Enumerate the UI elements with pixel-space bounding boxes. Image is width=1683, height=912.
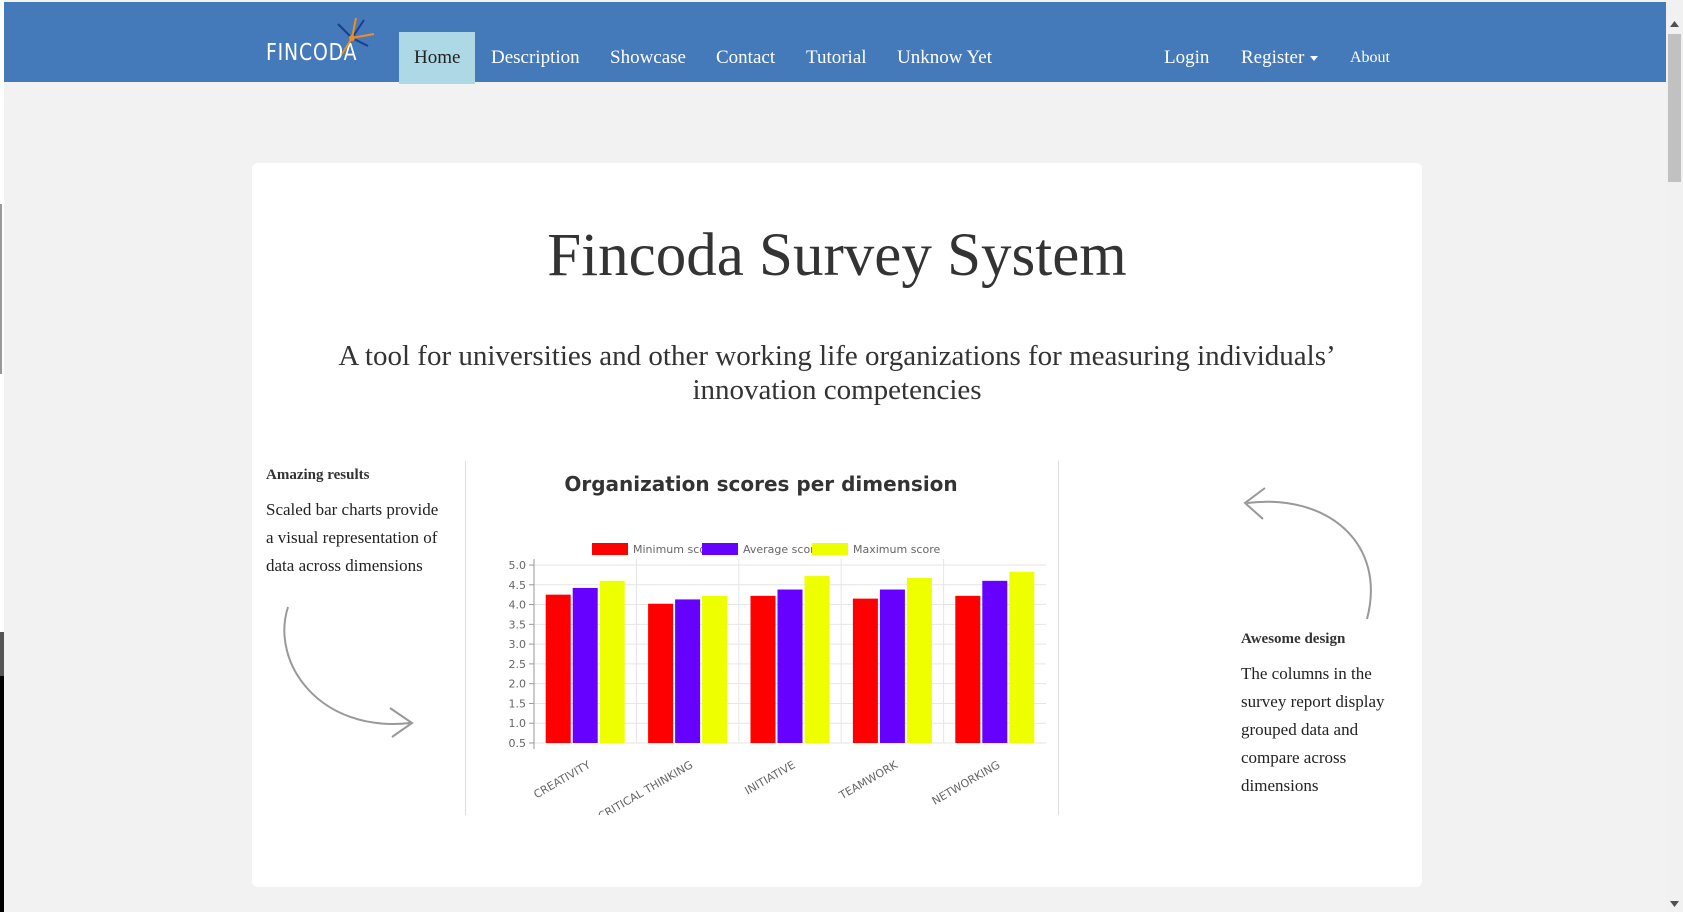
feature-heading: Awesome design	[1241, 631, 1346, 647]
bar	[702, 595, 728, 743]
scores-chart: Organization scores per dimension Minimum…	[465, 461, 1059, 823]
feature-text-line: Scaled bar charts provide	[266, 500, 439, 519]
feature-text: The columns in the survey report display…	[1241, 660, 1391, 800]
y-tick-label: 3.0	[509, 638, 527, 651]
x-tick-label: TEAMWORK	[836, 758, 900, 803]
y-tick-label: 2.0	[509, 678, 527, 691]
feature-heading: Amazing results	[266, 467, 370, 483]
legend-label: Average score	[743, 543, 821, 556]
bar	[572, 587, 598, 743]
feature-amazing-results: Amazing results Scaled bar charts provid…	[266, 467, 446, 580]
bar	[1009, 571, 1035, 743]
bar	[982, 580, 1008, 743]
bar	[804, 576, 830, 743]
bar	[777, 589, 803, 743]
legend-label: Minimum score	[633, 543, 717, 556]
bar	[599, 580, 625, 743]
feature-text-line: grouped data and	[1241, 720, 1359, 739]
caret-down-icon	[1310, 56, 1319, 62]
nav-contact[interactable]: Contact	[716, 47, 776, 68]
x-tick-label: CRITICAL THINKING	[596, 758, 695, 815]
bar	[545, 594, 571, 743]
legend-swatch	[812, 543, 848, 555]
bar	[750, 595, 776, 743]
y-tick-label: 1.0	[509, 717, 527, 730]
page-subtitle: A tool for universities and other workin…	[312, 339, 1362, 407]
scroll-up-arrow-icon[interactable]	[1666, 16, 1683, 32]
bar	[675, 599, 701, 743]
curved-arrow-right-icon	[283, 606, 414, 738]
y-tick-label: 4.0	[509, 599, 527, 612]
bar	[879, 589, 905, 743]
feature-text-line: data across dimensions	[266, 556, 423, 575]
bar-chart-svg: Organization scores per dimension Minimum…	[509, 472, 1046, 823]
window-frame-edge	[0, 0, 4, 912]
bar	[906, 578, 932, 743]
nav-tutorial[interactable]: Tutorial	[806, 47, 867, 68]
curved-arrow-left-icon	[1243, 487, 1372, 620]
fincoda-logo[interactable]: FINCODA	[266, 16, 381, 72]
y-tick-label: 4.5	[509, 579, 527, 592]
feature-text: Scaled bar charts provide a visual repre…	[266, 496, 446, 580]
bar	[852, 598, 878, 743]
vertical-scrollbar[interactable]	[1666, 0, 1683, 912]
x-tick-label: CREATIVITY	[532, 758, 593, 801]
nav-register-dropdown[interactable]: Register	[1241, 32, 1319, 84]
jumbotron: Fincoda Survey System A tool for univers…	[252, 163, 1422, 887]
scrollbar-thumb[interactable]	[1668, 34, 1681, 182]
star-burst-icon	[337, 17, 375, 55]
feature-text-line: a visual representation of	[266, 528, 438, 547]
x-tick-label: INITIATIVE	[743, 758, 798, 797]
nav-login[interactable]: Login	[1164, 47, 1210, 68]
nav-description[interactable]: Description	[491, 47, 580, 68]
chart-title: Organization scores per dimension	[564, 472, 957, 496]
navbar: FINCODA Home Description Showcase Contac…	[4, 2, 1666, 84]
feature-text-line: compare across	[1241, 748, 1347, 767]
subtitle-line-2: innovation competencies	[692, 374, 982, 406]
y-tick-label: 5.0	[509, 559, 527, 572]
y-tick-label: 3.5	[509, 618, 527, 631]
nav-showcase[interactable]: Showcase	[610, 47, 686, 68]
subtitle-line-1: A tool for universities and other workin…	[338, 340, 1336, 372]
legend-label: Maximum score	[853, 543, 940, 556]
x-tick-label: NETWORKING	[930, 758, 1003, 807]
feature-text-line: dimensions	[1241, 776, 1319, 795]
y-tick-label: 2.5	[509, 658, 527, 671]
feature-text-line: The columns in the	[1241, 664, 1372, 683]
bar	[648, 603, 674, 743]
nav-register-label: Register	[1241, 47, 1305, 68]
legend-swatch	[592, 543, 628, 555]
feature-text-line: survey report display	[1241, 692, 1385, 711]
page-title: Fincoda Survey System	[547, 222, 1127, 289]
nav-about[interactable]: About	[1350, 49, 1390, 66]
nav-unknow-yet[interactable]: Unknow Yet	[897, 47, 993, 68]
scroll-down-arrow-icon[interactable]	[1666, 896, 1683, 912]
nav-home[interactable]: Home	[399, 32, 476, 84]
legend-swatch	[702, 543, 738, 555]
bar	[955, 595, 981, 743]
y-tick-label: 0.5	[509, 737, 527, 750]
y-tick-label: 1.5	[509, 697, 527, 710]
feature-awesome-design: Awesome design The columns in the survey…	[1241, 631, 1391, 800]
